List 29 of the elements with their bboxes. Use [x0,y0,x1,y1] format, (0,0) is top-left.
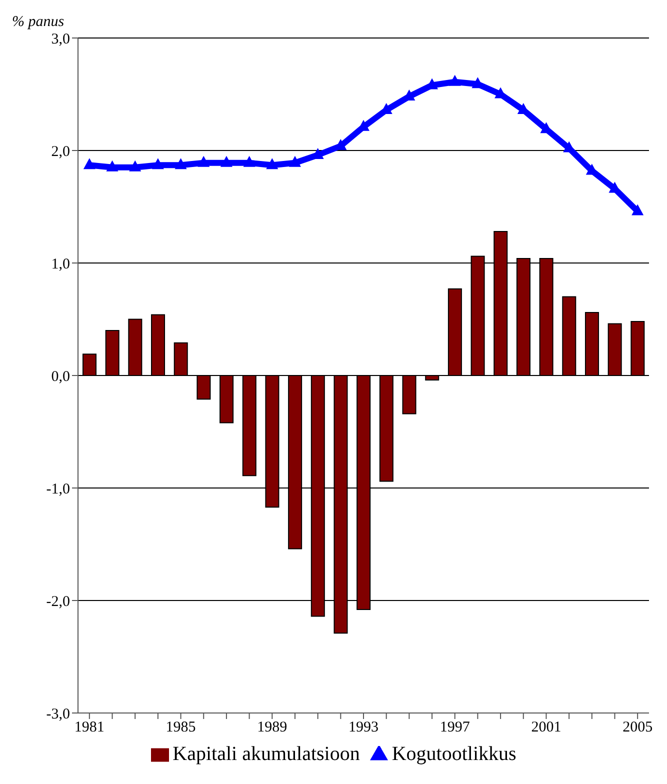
point [632,204,644,216]
point [129,160,142,172]
point [174,158,187,170]
x-tick-label: 1981 [74,720,104,736]
point [198,156,210,167]
legend-label: Kogutootlikkus [392,743,516,765]
y-tick-label: 2,0 [51,144,70,160]
point [106,160,118,172]
point [152,158,164,170]
point [83,158,96,170]
y-tick-label: 1,0 [51,256,70,272]
x-tick-label: 2001 [531,720,562,736]
x-tick-label: 1997 [440,720,470,736]
x-tick-label: 1993 [348,720,378,736]
x-tick-label: 1989 [257,720,288,736]
x-tick-label: 2005 [622,720,653,736]
y-tick-label: 0,0 [51,368,70,385]
y-tick-label: -1,0 [46,481,70,498]
x-tick-label: 1985 [166,720,196,736]
y-tick-label: 3,0 [51,31,70,48]
y-axis-title: % panus [12,14,64,31]
y-tick-label: -3,0 [46,706,70,722]
point [243,156,256,167]
point [220,156,232,167]
point [266,158,278,170]
legend-label: Kapitali akumulatsioon [172,743,360,765]
y-tick-label: -2,0 [46,594,70,610]
point [288,156,301,167]
point [448,74,461,86]
